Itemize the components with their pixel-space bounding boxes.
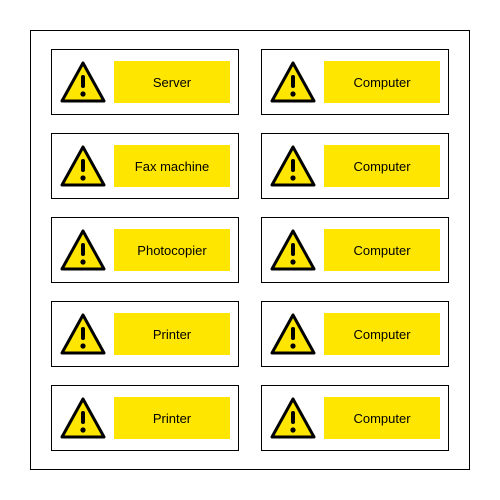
warning-label: Printer xyxy=(51,301,239,367)
label-text-box: Fax machine xyxy=(114,145,230,187)
label-text: Computer xyxy=(353,159,410,174)
label-text: Server xyxy=(153,75,191,90)
warning-label: Computer xyxy=(261,217,449,283)
label-text: Fax machine xyxy=(135,159,209,174)
label-text-box: Computer xyxy=(324,313,440,355)
label-text-box: Photocopier xyxy=(114,229,230,271)
warning-triangle-icon xyxy=(60,61,106,103)
warning-triangle-icon xyxy=(270,397,316,439)
warning-triangle-icon xyxy=(60,145,106,187)
label-text-box: Computer xyxy=(324,397,440,439)
label-text: Computer xyxy=(353,75,410,90)
label-text: Printer xyxy=(153,411,191,426)
warning-triangle-icon xyxy=(60,229,106,271)
label-text: Computer xyxy=(353,243,410,258)
warning-label: Computer xyxy=(261,133,449,199)
warning-label: Photocopier xyxy=(51,217,239,283)
warning-label: Computer xyxy=(261,385,449,451)
label-text: Printer xyxy=(153,327,191,342)
label-text-box: Computer xyxy=(324,145,440,187)
label-text-box: Server xyxy=(114,61,230,103)
warning-label: Computer xyxy=(261,301,449,367)
label-text-box: Computer xyxy=(324,229,440,271)
warning-triangle-icon xyxy=(270,229,316,271)
label-text-box: Computer xyxy=(324,61,440,103)
warning-triangle-icon xyxy=(60,313,106,355)
warning-triangle-icon xyxy=(270,61,316,103)
label-text-box: Printer xyxy=(114,397,230,439)
warning-label: Printer xyxy=(51,385,239,451)
label-text: Computer xyxy=(353,411,410,426)
warning-triangle-icon xyxy=(270,313,316,355)
label-sheet: Server Computer Fax machine xyxy=(30,30,470,470)
warning-triangle-icon xyxy=(60,397,106,439)
label-text-box: Printer xyxy=(114,313,230,355)
warning-triangle-icon xyxy=(270,145,316,187)
warning-label: Server xyxy=(51,49,239,115)
label-text: Photocopier xyxy=(137,243,206,258)
label-text: Computer xyxy=(353,327,410,342)
warning-label: Fax machine xyxy=(51,133,239,199)
warning-label: Computer xyxy=(261,49,449,115)
